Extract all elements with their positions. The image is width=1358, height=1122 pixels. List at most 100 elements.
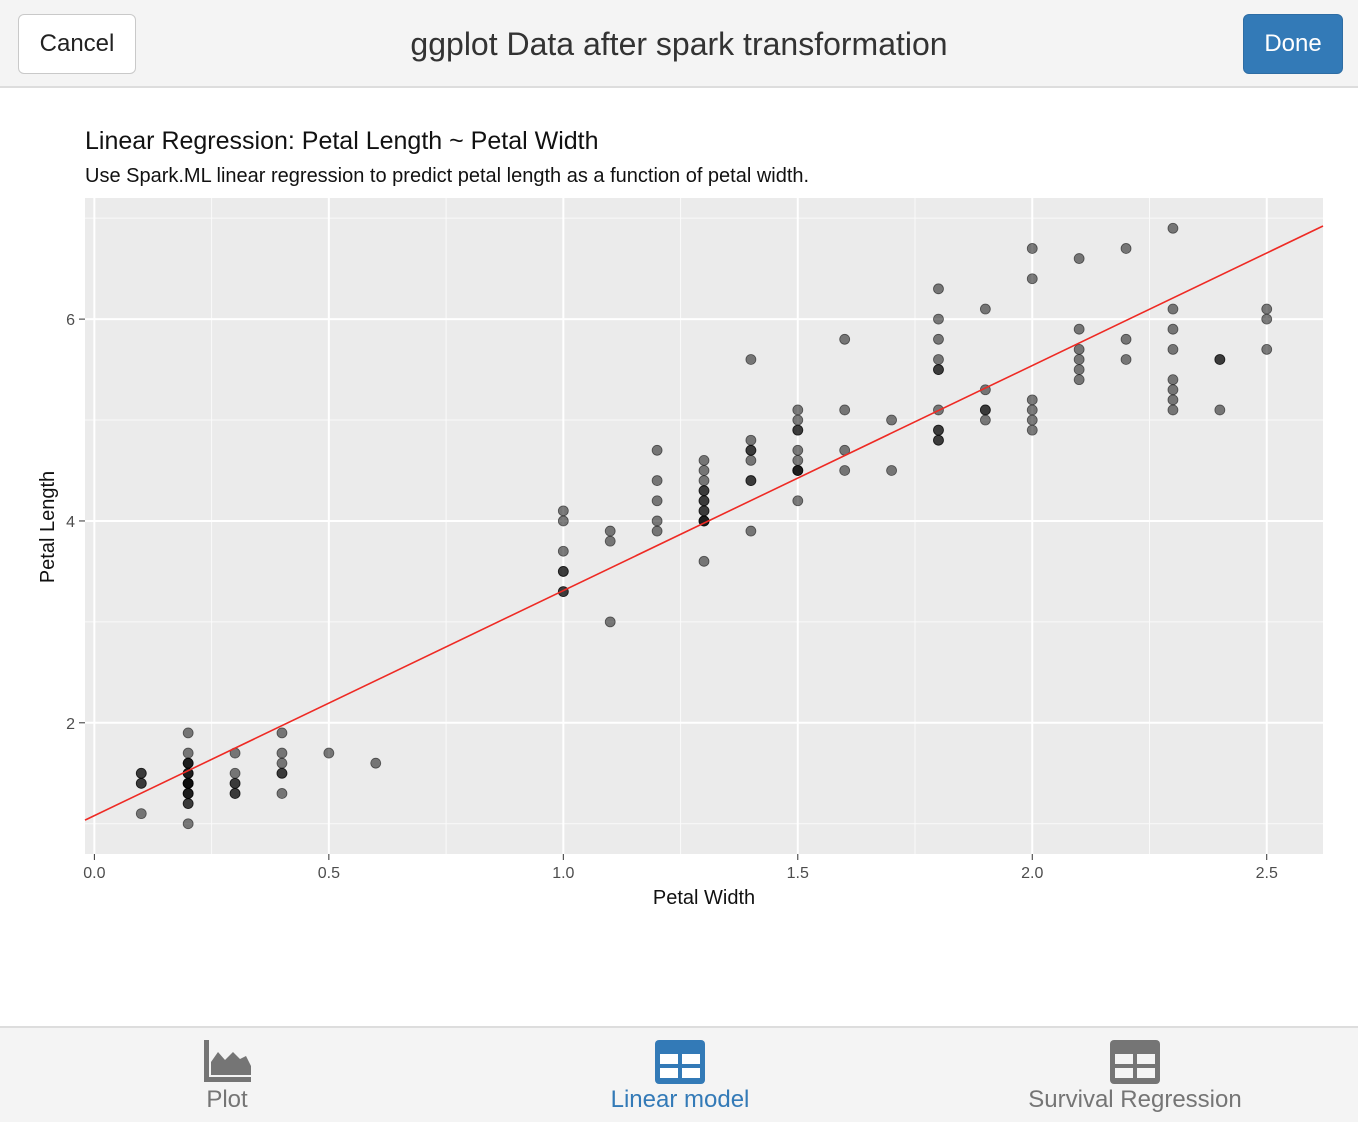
data-point [698, 555, 710, 567]
data-point [1026, 273, 1038, 285]
tab-label-plot: Plot [206, 1086, 248, 1113]
data-point [698, 485, 710, 497]
data-point [182, 798, 194, 809]
data-point [229, 767, 241, 779]
data-point [792, 404, 804, 416]
data-point [182, 747, 194, 759]
data-point [1167, 404, 1179, 416]
data-point [651, 444, 663, 456]
data-point [698, 475, 710, 486]
data-point [792, 444, 804, 456]
y-tick-label: 4 [66, 514, 75, 531]
data-point [886, 465, 897, 476]
area-chart-icon [204, 1040, 251, 1082]
cancel-button[interactable]: Cancel [18, 14, 136, 74]
data-point [323, 747, 335, 759]
data-point [979, 303, 991, 315]
data-point [604, 525, 616, 537]
data-point [839, 333, 851, 345]
data-point [651, 495, 663, 507]
scatter-plot: Linear Regression: Petal Length ~ Petal … [37, 127, 1324, 909]
data-point [839, 465, 851, 476]
data-point [276, 767, 288, 779]
data-point [886, 414, 897, 426]
axes: 0.0 0.5 1.0 1.5 2.0 2.5 2 4 6 [66, 312, 1278, 882]
top-navigation-bar: Cancel ggplot Data after spark transform… [0, 0, 1358, 88]
data-point [604, 535, 616, 547]
data-point [182, 757, 194, 769]
data-point [933, 364, 944, 375]
data-point [792, 424, 804, 436]
x-tick-label: 2.5 [1256, 865, 1278, 882]
data-points [135, 222, 1273, 830]
tab-label-linear-model: Linear model [610, 1086, 750, 1113]
data-point [979, 414, 991, 426]
regression-line [84, 225, 1324, 821]
table-icon [655, 1040, 705, 1084]
data-point [792, 495, 804, 507]
data-point [1261, 303, 1273, 315]
data-point [135, 808, 147, 820]
data-point [276, 727, 288, 739]
data-point [1026, 424, 1038, 436]
data-point [182, 788, 194, 799]
data-point [370, 757, 382, 769]
y-axis-label: Petal Length [37, 471, 59, 583]
data-point [792, 454, 804, 466]
data-point [604, 616, 616, 628]
data-point [557, 545, 569, 557]
data-point [1261, 343, 1273, 355]
data-point [1073, 323, 1085, 335]
data-point [1167, 303, 1179, 315]
data-point [276, 788, 288, 799]
data-point [276, 757, 288, 769]
data-point [792, 465, 804, 476]
data-point [933, 424, 944, 436]
chart-title: Linear Regression: Petal Length ~ Petal … [85, 127, 599, 155]
data-point [1026, 394, 1038, 406]
data-point [1073, 253, 1085, 264]
chart-subtitle: Use Spark.ML linear regression to predic… [85, 165, 809, 187]
data-point [1261, 313, 1273, 325]
data-point [1120, 243, 1132, 254]
data-point [933, 354, 944, 365]
tab-plot[interactable]: Plot [130, 1028, 324, 1122]
data-point [745, 354, 757, 365]
tab-linear-model[interactable]: Linear model [570, 1028, 790, 1122]
data-point [1026, 243, 1038, 254]
data-point [933, 283, 944, 295]
data-point [557, 566, 569, 577]
tab-survival-regression[interactable]: Survival Regression [990, 1028, 1280, 1122]
data-point [698, 454, 710, 466]
data-point [135, 777, 147, 789]
data-point [933, 333, 944, 345]
tab-label-survival-regression: Survival Regression [1028, 1086, 1242, 1113]
chart-container: Linear Regression: Petal Length ~ Petal … [0, 110, 1358, 940]
data-point [1167, 323, 1179, 335]
page-title: ggplot Data after spark transformation [410, 26, 948, 62]
data-point [698, 505, 710, 517]
data-point [745, 454, 757, 466]
x-tick-label: 0.5 [318, 865, 340, 882]
data-point [651, 475, 663, 486]
data-point [651, 525, 663, 537]
data-point [276, 747, 288, 759]
done-button[interactable]: Done [1243, 14, 1343, 74]
data-point [933, 434, 944, 446]
data-point [1167, 374, 1179, 386]
data-point [1073, 354, 1085, 365]
data-point [1073, 374, 1085, 386]
data-point [979, 404, 991, 416]
data-point [557, 515, 569, 527]
x-tick-label: 0.0 [83, 865, 105, 882]
data-point [1120, 333, 1132, 345]
bottom-tab-bar: Plot Linear model Survival Regression [0, 1026, 1358, 1122]
data-point [698, 495, 710, 507]
data-point [229, 777, 241, 789]
x-tick-label: 1.0 [552, 865, 574, 882]
data-point [1167, 343, 1179, 355]
data-point [745, 444, 757, 456]
data-point [745, 525, 757, 537]
data-point [933, 313, 944, 325]
data-point [1120, 354, 1132, 365]
